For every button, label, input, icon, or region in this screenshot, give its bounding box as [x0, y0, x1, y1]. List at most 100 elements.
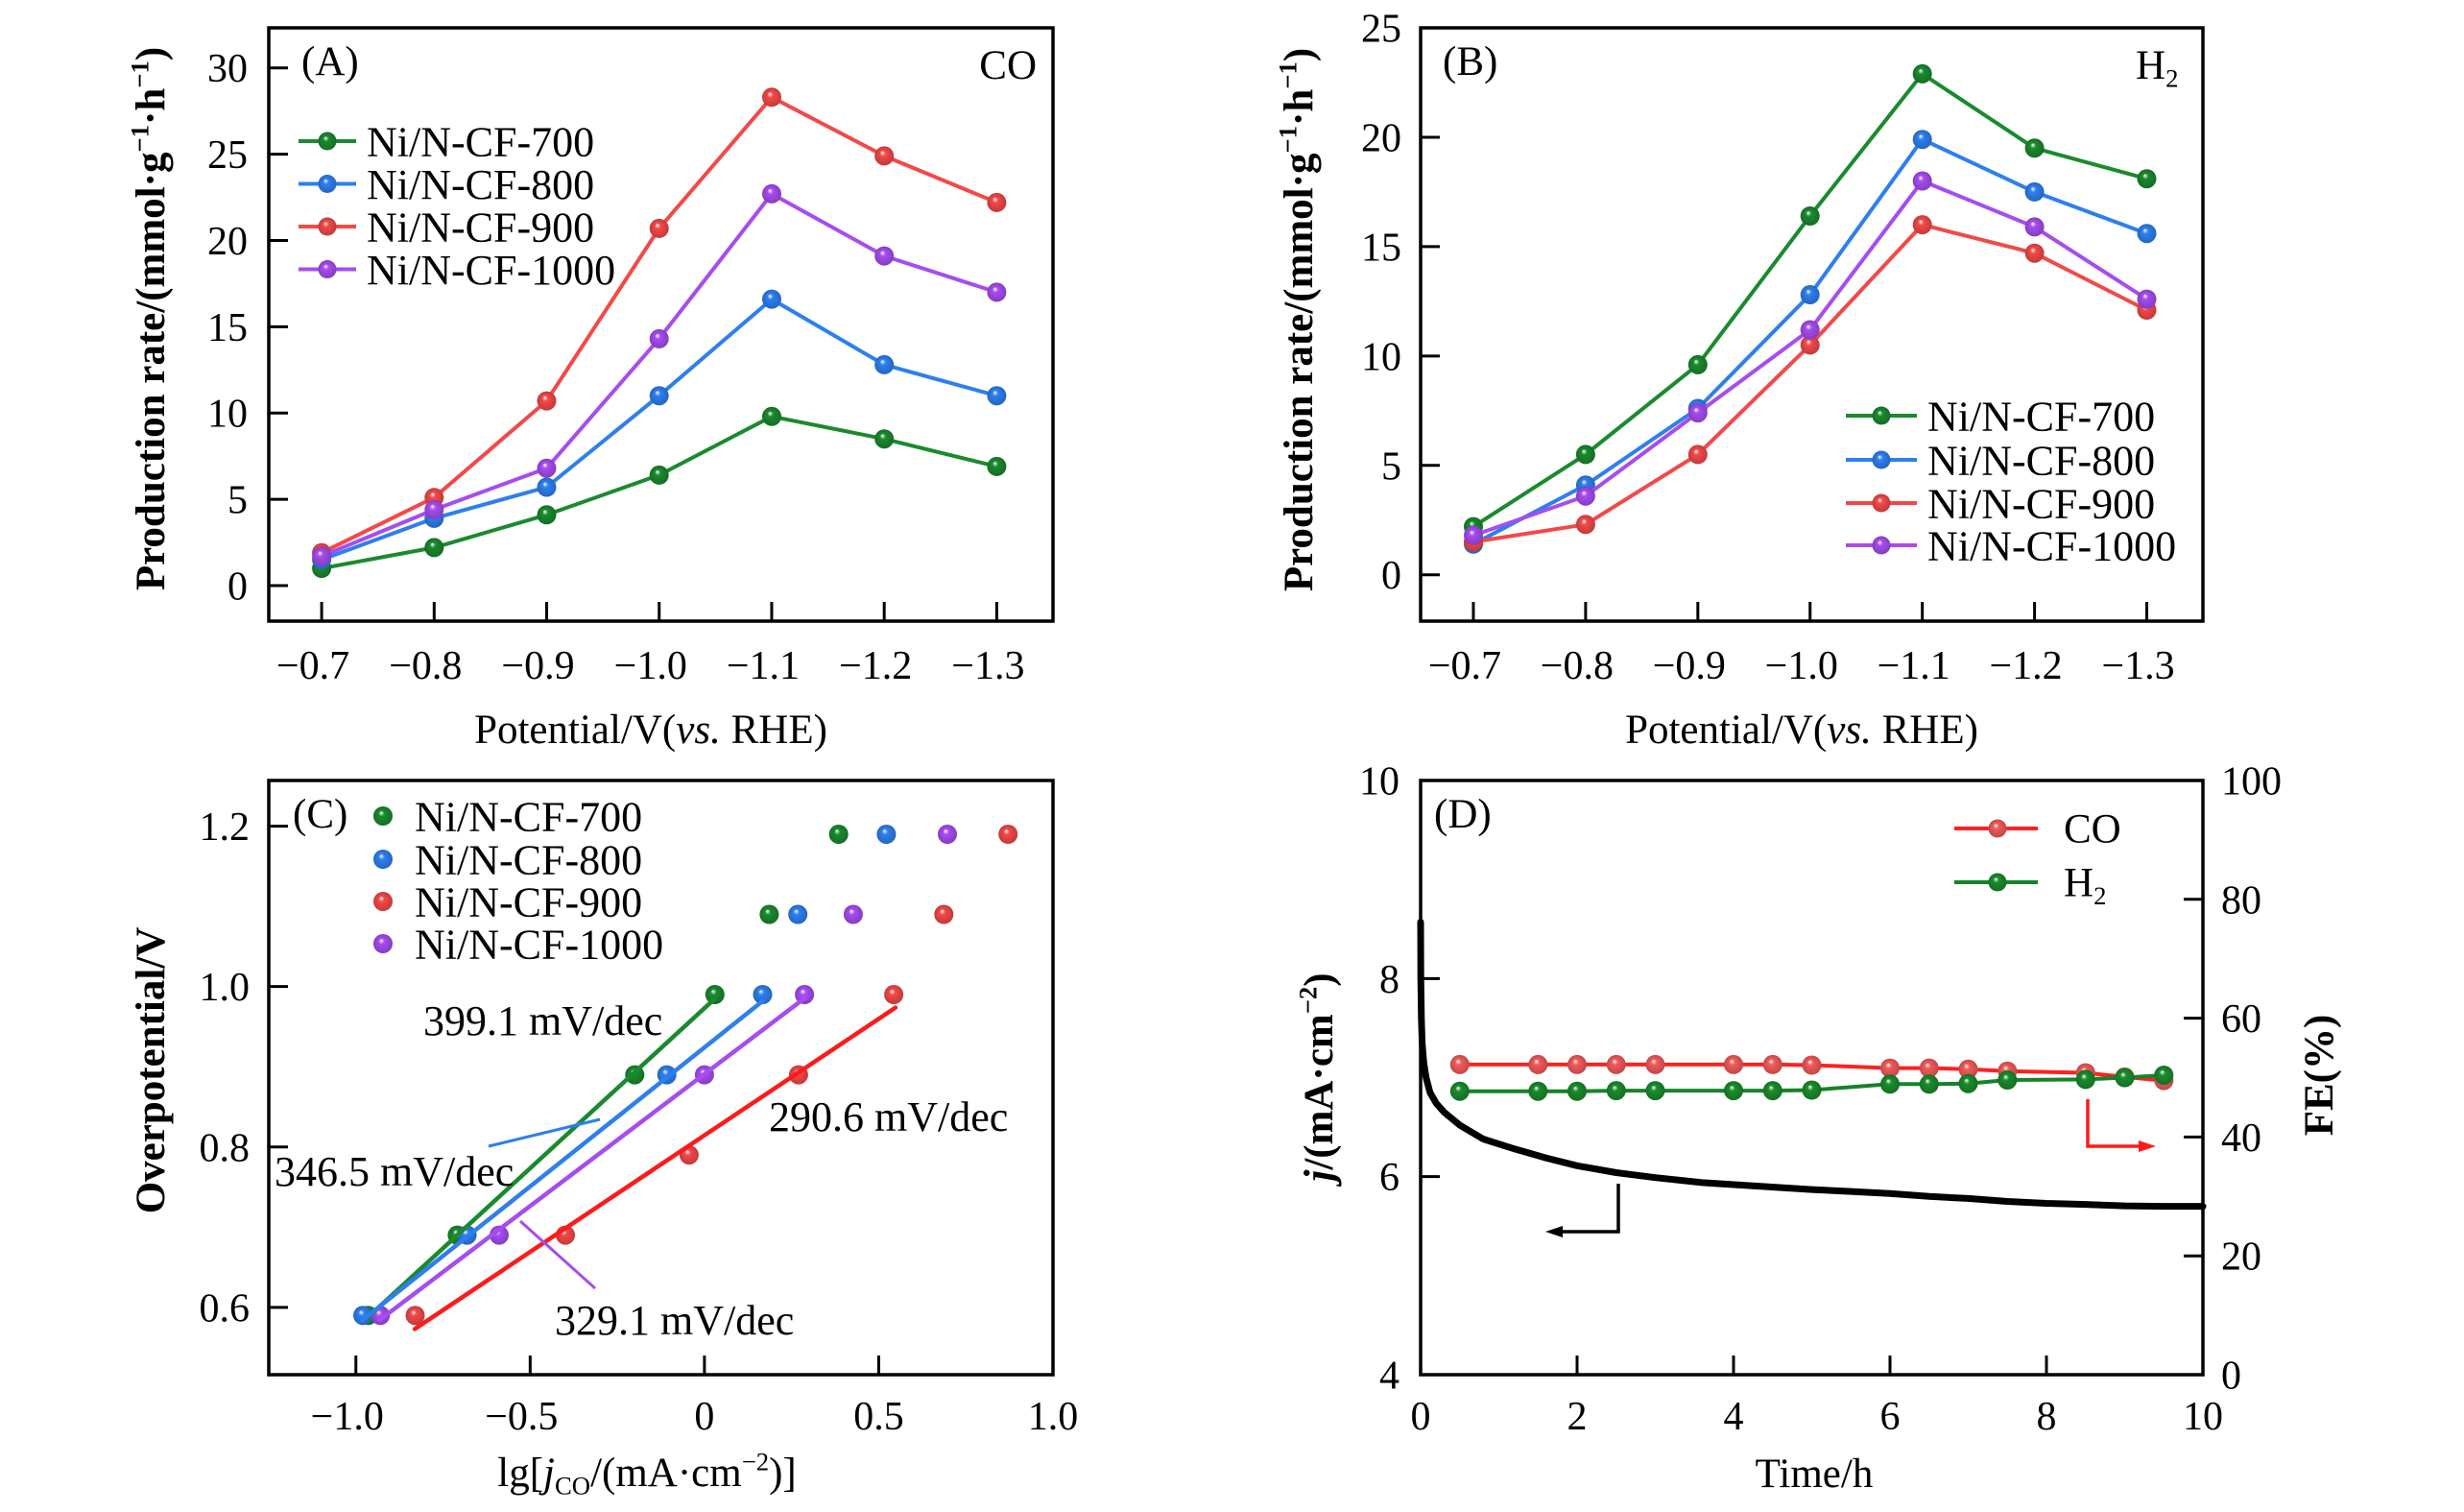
- legend: CO H2: [1954, 807, 2121, 911]
- axis-indicator-arrow-right: [2086, 1099, 2156, 1152]
- y-tick-label: 5: [227, 479, 248, 523]
- x-tick-label: −0.5: [485, 1395, 558, 1439]
- plot-area: [312, 87, 1007, 578]
- data-point: [759, 904, 779, 924]
- arrow-shaft: [1559, 1184, 1620, 1234]
- legend-marker: [318, 260, 337, 278]
- y-axis: 4 6 8 10: [1359, 760, 1440, 1399]
- panel-label: (B): [1443, 39, 1497, 84]
- x-tick-label: 0: [1411, 1395, 1431, 1439]
- x-axis-title-segment: −2: [742, 1448, 769, 1476]
- data-point: [1687, 354, 1708, 374]
- y-axis: 0.6 0.8 1.0 1.2: [200, 805, 288, 1331]
- fe-point-h2: [2115, 1068, 2135, 1088]
- y-axis-title-segment: ): [1277, 48, 1322, 61]
- legend-label: Ni/N-CF-700: [367, 119, 594, 166]
- legend-label: Ni/N-CF-800: [367, 161, 594, 208]
- panel-title-segment: 2: [2165, 64, 2178, 93]
- fit-line-ni-n-cf-800: [360, 998, 765, 1323]
- y-tick-label: 0.8: [200, 1126, 251, 1170]
- legend-item-h2: H2: [1954, 861, 2106, 911]
- y-tick-label: 25: [207, 133, 248, 178]
- y-tick-label: 25: [1361, 8, 1401, 52]
- x-axis-title-segment: RHE): [721, 708, 827, 753]
- y-tick-label: 1.0: [200, 966, 251, 1010]
- panel-title: CO: [979, 43, 1037, 88]
- data-point: [1464, 525, 1483, 545]
- x-axis-title-segment: j: [538, 1451, 555, 1496]
- data-point: [762, 183, 781, 204]
- data-point: [843, 904, 863, 924]
- y-tick-label: 8: [1379, 958, 1399, 1002]
- fe-point-co: [1567, 1054, 1587, 1074]
- left-y-axis-title-segment: ): [1297, 972, 1342, 986]
- x-axis: −0.7 −0.8 −0.9 −1.0 −1.1 −1.2 −1.3: [1428, 602, 2175, 688]
- y-axis: 0 5 10 15 20 25: [1361, 8, 1440, 598]
- data-point: [1912, 63, 1932, 84]
- panel-label: (D): [1434, 792, 1492, 837]
- legend-item-co: CO: [1954, 807, 2121, 852]
- fe-point-co: [1645, 1054, 1665, 1074]
- y-tick-label: 0: [1381, 554, 1401, 598]
- fe-point-co: [1880, 1058, 1900, 1078]
- data-point: [753, 985, 773, 1004]
- annotation-leader-line: [518, 1219, 597, 1290]
- fit-line-ni-n-cf-900: [412, 1005, 898, 1332]
- y-tick-label: 4: [1379, 1355, 1399, 1399]
- x-tick-label: 2: [1567, 1395, 1588, 1439]
- y-tick-label: 0.6: [200, 1286, 251, 1331]
- legend-label: H2: [2064, 861, 2106, 911]
- legend: Ni/N-CF-700Ni/N-CF-800Ni/N-CF-900Ni/N-CF…: [1846, 394, 2176, 570]
- fe-point-h2: [1567, 1081, 1587, 1101]
- panel-c-tafel-plot: 399.1 mV/dec 346.5 mV/dec 290.6 mV/dec 329.…: [129, 779, 1078, 1500]
- legend-item-ni-n-cf-1000: Ni/N-CF-1000: [373, 922, 663, 969]
- tafel-slope-label: 346.5 mV/dec: [275, 1148, 514, 1195]
- x-tick-label: −0.8: [1541, 644, 1614, 688]
- data-point: [998, 825, 1018, 844]
- fe-point-co: [1528, 1054, 1548, 1074]
- legend-item-ni-n-cf-900: Ni/N-CF-900: [1846, 481, 2155, 528]
- series-ni-n-cf-1000: [1464, 171, 2157, 545]
- x-tick-label: −0.9: [1653, 644, 1726, 688]
- left-y-axis-title-segment: /(mA·cm: [1297, 1014, 1342, 1171]
- data-point: [312, 546, 332, 566]
- data-point: [874, 146, 895, 166]
- axis-indicator-arrow-left: [1545, 1184, 1620, 1237]
- data-point: [874, 246, 895, 266]
- fe-point-h2: [1724, 1081, 1743, 1101]
- y-tick-label: 100: [2221, 760, 2282, 804]
- legend-label: Ni/N-CF-1000: [1927, 523, 2176, 570]
- y-axis-title-segment: ·h: [1277, 89, 1322, 126]
- data-point: [874, 354, 895, 374]
- fe-point-h2: [2075, 1069, 2095, 1090]
- x-tick-label: 0.5: [853, 1395, 904, 1439]
- x-axis-title: Time/h: [1756, 1452, 1874, 1497]
- x-tick-label: −0.7: [1428, 644, 1501, 688]
- legend-item-ni-n-cf-1000: Ni/N-CF-1000: [299, 247, 615, 294]
- y-axis: 0 5 10 15 20 25 30: [207, 47, 288, 609]
- legend-marker: [373, 806, 393, 826]
- legend-label: Ni/N-CF-1000: [367, 247, 615, 294]
- legend-item-ni-n-cf-800: Ni/N-CF-800: [373, 837, 642, 884]
- x-tick-label: 8: [2037, 1395, 2057, 1439]
- data-point: [1575, 444, 1595, 465]
- plot-frame: [267, 26, 1055, 623]
- right-y-axis-title: FE(%): [2297, 1015, 2342, 1137]
- legend-marker: [373, 850, 393, 869]
- legend-item-ni-n-cf-1000: Ni/N-CF-1000: [1846, 523, 2176, 570]
- legend-marker: [373, 934, 393, 953]
- right-y-axis: 0 20 40 60 80 100: [2184, 760, 2282, 1399]
- y-tick-label: 15: [1361, 226, 1401, 270]
- annotations: 399.1 mV/dec 346.5 mV/dec 290.6 mV/dec 329.…: [275, 997, 1008, 1344]
- data-point: [424, 538, 444, 558]
- data-point: [1912, 215, 1932, 235]
- data-point: [762, 289, 781, 309]
- data-point: [2024, 243, 2045, 263]
- data-point: [2024, 181, 2045, 202]
- data-point: [2137, 169, 2157, 189]
- fe-point-h2: [1762, 1081, 1782, 1101]
- fe-point-co: [1802, 1055, 1822, 1075]
- x-axis: −1.0 −0.5 0 0.5 1.0: [311, 1356, 1078, 1439]
- data-point: [987, 386, 1007, 406]
